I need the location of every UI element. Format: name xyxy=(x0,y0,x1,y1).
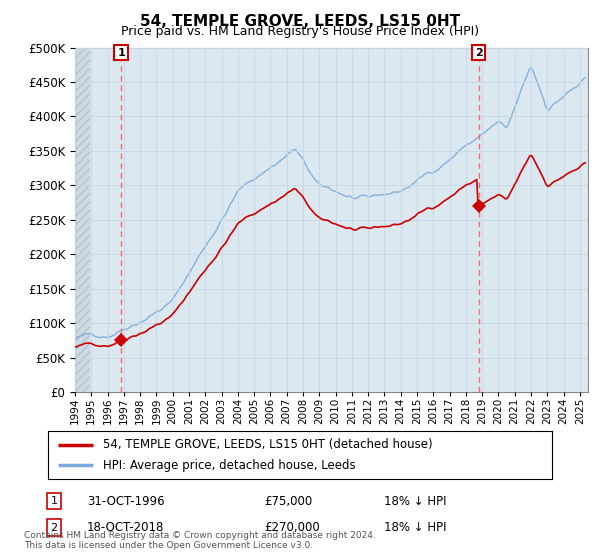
Text: 54, TEMPLE GROVE, LEEDS, LS15 0HT: 54, TEMPLE GROVE, LEEDS, LS15 0HT xyxy=(140,14,460,29)
Text: 54, TEMPLE GROVE, LEEDS, LS15 0HT (detached house): 54, TEMPLE GROVE, LEEDS, LS15 0HT (detac… xyxy=(103,438,433,451)
Text: 18-OCT-2018: 18-OCT-2018 xyxy=(87,521,164,534)
Text: HPI: Average price, detached house, Leeds: HPI: Average price, detached house, Leed… xyxy=(103,459,356,472)
Text: 31-OCT-1996: 31-OCT-1996 xyxy=(87,494,164,508)
Text: 2: 2 xyxy=(475,48,482,58)
Text: 1: 1 xyxy=(50,496,58,506)
Text: Contains HM Land Registry data © Crown copyright and database right 2024.
This d: Contains HM Land Registry data © Crown c… xyxy=(24,530,376,550)
Text: 1: 1 xyxy=(117,48,125,58)
Text: £75,000: £75,000 xyxy=(264,494,312,508)
Text: £270,000: £270,000 xyxy=(264,521,320,534)
Text: 18% ↓ HPI: 18% ↓ HPI xyxy=(384,494,446,508)
Text: Price paid vs. HM Land Registry's House Price Index (HPI): Price paid vs. HM Land Registry's House … xyxy=(121,25,479,38)
Text: 2: 2 xyxy=(50,522,58,533)
Bar xyxy=(75,48,90,392)
Text: 18% ↓ HPI: 18% ↓ HPI xyxy=(384,521,446,534)
